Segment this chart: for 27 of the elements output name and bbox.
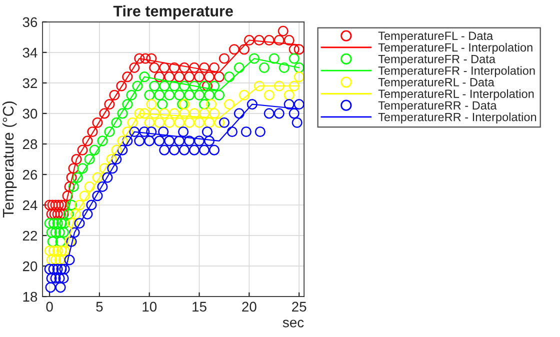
y-tick-label: 28 xyxy=(22,139,38,150)
legend-label: TemperatureFL - Interpolation xyxy=(378,42,532,54)
x-axis-title: sec xyxy=(282,320,304,328)
legend-label: TemperatureFL - Data xyxy=(378,32,494,42)
y-tick-label: 32 xyxy=(22,78,38,88)
y-tick-label: 18 xyxy=(23,292,38,302)
y-tick-label: 24 xyxy=(22,200,38,210)
legend-label: TemperatureRR - Interpolation xyxy=(378,112,536,124)
y-tick-label: 26 xyxy=(22,170,38,180)
x-tick-label: 10 xyxy=(142,302,157,312)
legend-label: TemperatureFR - Data xyxy=(378,54,496,66)
y-axis-title: Temperature (°C) xyxy=(2,102,17,218)
legend-label: TemperatureRL - Interpolation xyxy=(378,89,534,100)
legend-label: TemperatureRR - Data xyxy=(378,101,497,112)
x-tick-label: 15 xyxy=(192,302,206,312)
y-tick-label: 22 xyxy=(22,230,38,241)
legend-label: TemperatureRL - Data xyxy=(378,78,494,89)
x-tick-label: 20 xyxy=(242,302,256,312)
x-tick-label: 25 xyxy=(292,302,306,312)
y-tick-label: 20 xyxy=(22,261,38,272)
chart-title: Tire temperature xyxy=(113,5,233,20)
x-tick-label: 5 xyxy=(96,302,103,312)
legend-label: TemperatureFR - Interpolation xyxy=(378,66,535,78)
y-tick-label: 36 xyxy=(22,17,38,28)
y-tick-label: 34 xyxy=(22,48,38,58)
x-tick-label: 0 xyxy=(46,302,53,312)
y-tick-label: 30 xyxy=(22,108,38,119)
